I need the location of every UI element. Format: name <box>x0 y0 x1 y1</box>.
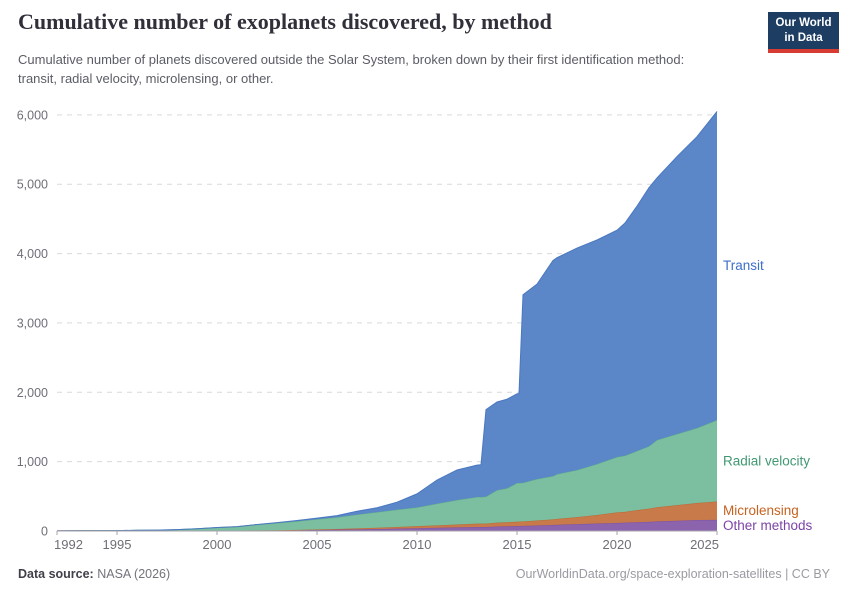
chart-subtitle: Cumulative number of planets discovered … <box>18 52 685 86</box>
y-tick-label: 2,000 <box>17 386 48 400</box>
owid-logo-accent-bar <box>768 49 839 53</box>
series-label-transit: Transit <box>723 258 764 273</box>
data-source-value: NASA (2026) <box>93 567 171 581</box>
y-tick-label: 1,000 <box>17 455 48 469</box>
area-other-methods[interactable] <box>57 519 717 531</box>
x-tick-label: 1995 <box>103 537 132 552</box>
x-tick-label: 2005 <box>303 537 332 552</box>
area-radial-velocity[interactable] <box>57 420 717 531</box>
edge-transit <box>56 111 718 532</box>
y-tick-label: 6,000 <box>17 108 48 122</box>
y-tick-label: 0 <box>41 525 48 539</box>
owid-logo-line2: in Data <box>784 31 823 44</box>
series-label-radial-velocity: Radial velocity <box>723 453 810 468</box>
series-label-other-methods: Other methods <box>723 518 813 533</box>
area-microlensing[interactable] <box>57 501 717 531</box>
y-tick-label: 3,000 <box>17 316 48 330</box>
page-title: Cumulative number of exoplanets discover… <box>18 9 552 34</box>
attribution: OurWorldinData.org/space-exploration-sat… <box>515 567 830 581</box>
x-tick-label: 2000 <box>203 537 232 552</box>
series-label-microlensing: Microlensing <box>723 503 799 518</box>
x-tick-label: 2010 <box>403 537 432 552</box>
data-source-label: Data source: <box>18 567 94 581</box>
data-source: Data source: NASA (2026) <box>18 567 170 581</box>
x-tick-label: 2020 <box>603 537 632 552</box>
owid-logo: Our World in Data <box>768 12 839 53</box>
x-tick-label: 2025 <box>690 537 719 552</box>
owid-logo-line1: Our World <box>775 17 832 30</box>
y-tick-label: 4,000 <box>17 247 48 261</box>
x-tick-label: 2015 <box>503 537 532 552</box>
x-tick-label: 1992 <box>54 537 83 552</box>
y-tick-label: 5,000 <box>17 178 48 192</box>
area-transit[interactable] <box>57 111 717 531</box>
chart-footer: Data source: NASA (2026) OurWorldinData.… <box>18 567 830 581</box>
